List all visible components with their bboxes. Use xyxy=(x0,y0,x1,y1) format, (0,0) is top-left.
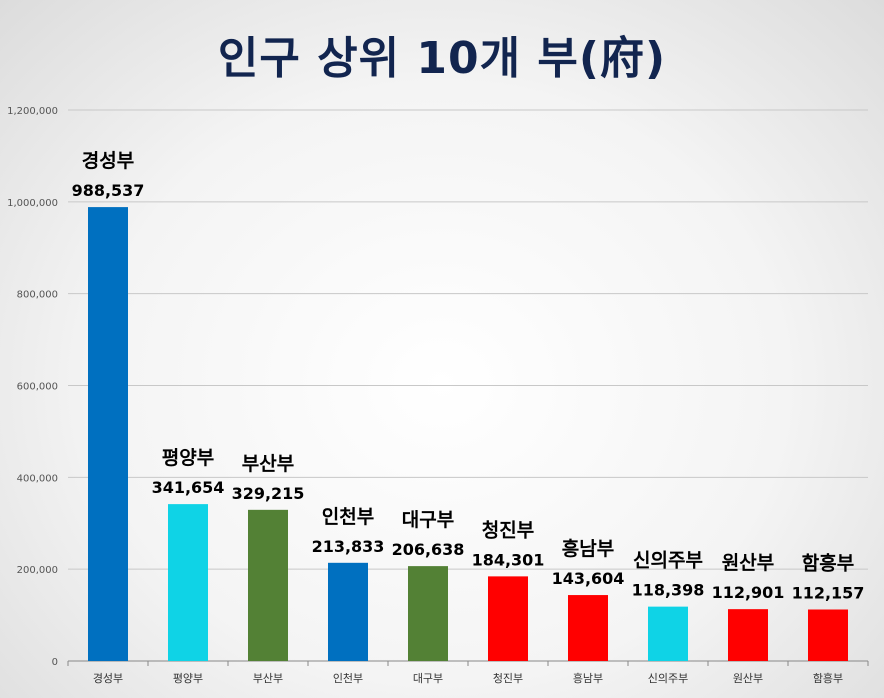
x-tick-label: 함흥부 xyxy=(813,671,843,685)
bar-value-label: 112,901 xyxy=(712,583,785,602)
y-tick-label: 600,000 xyxy=(17,382,58,393)
bar-value-label: 118,398 xyxy=(632,581,705,600)
bar-value-label: 329,215 xyxy=(232,484,305,503)
bar xyxy=(88,207,128,662)
bar-category-label: 흥남부 xyxy=(562,537,614,560)
bar xyxy=(168,504,208,661)
bar-value-label: 143,604 xyxy=(552,569,625,588)
data-labels: 988,537 경성부 341,654 평양부 329,215 부산부 213,833 인천부… xyxy=(72,150,865,602)
bar xyxy=(808,609,848,661)
x-tick-label: 경성부 xyxy=(93,672,123,685)
bar-category-label: 청진부 xyxy=(482,519,534,541)
bars xyxy=(88,207,848,662)
bar xyxy=(488,576,528,661)
x-tick-label: 부산부 xyxy=(253,672,283,685)
bar-value-label: 112,157 xyxy=(792,584,865,603)
bar-category-label: 함흥부 xyxy=(802,552,854,575)
bar-value-label: 206,638 xyxy=(392,540,465,559)
bar-category-label: 원산부 xyxy=(722,552,774,574)
x-tick-label: 청진부 xyxy=(493,672,523,685)
y-tick-label: 1,200,000 xyxy=(7,106,58,117)
bar-value-label: 213,833 xyxy=(312,537,385,556)
bar-value-label: 184,301 xyxy=(472,550,545,569)
bar xyxy=(328,562,368,661)
x-tick-label: 흥남부 xyxy=(573,671,603,685)
y-tick-label: 200,000 xyxy=(17,565,58,576)
x-tick-label: 원산부 xyxy=(733,672,763,685)
bar-category-label: 신의주부 xyxy=(633,550,703,572)
bar xyxy=(648,606,688,661)
bar-category-label: 평양부 xyxy=(162,447,214,469)
axes: 0 200,000 400,000 600,000 800,000 1,000,000 1,… xyxy=(7,106,869,685)
bar-category-label: 대구부 xyxy=(402,509,454,531)
bar xyxy=(728,609,768,661)
bar xyxy=(408,566,448,661)
bar-category-label: 부산부 xyxy=(242,453,294,475)
bar xyxy=(568,595,608,661)
x-tick-label: 대구부 xyxy=(413,672,443,685)
y-tick-label: 800,000 xyxy=(17,290,58,301)
gridlines xyxy=(68,109,868,570)
y-tick-label: 0 xyxy=(52,657,58,668)
chart-title: 인구 상위 10개 부(府) xyxy=(217,33,667,84)
bar xyxy=(248,509,288,661)
y-tick-label: 1,000,000 xyxy=(7,198,58,209)
x-tick-label: 평양부 xyxy=(173,672,203,685)
bar-value-label: 341,654 xyxy=(152,478,225,497)
x-tick-label: 신의주부 xyxy=(648,672,688,685)
bar-category-label: 경성부 xyxy=(82,150,134,172)
y-tick-label: 400,000 xyxy=(17,473,58,484)
bar-category-label: 인천부 xyxy=(322,506,374,528)
x-tick-label: 인천부 xyxy=(333,671,363,685)
bar-value-label: 988,537 xyxy=(72,181,145,200)
